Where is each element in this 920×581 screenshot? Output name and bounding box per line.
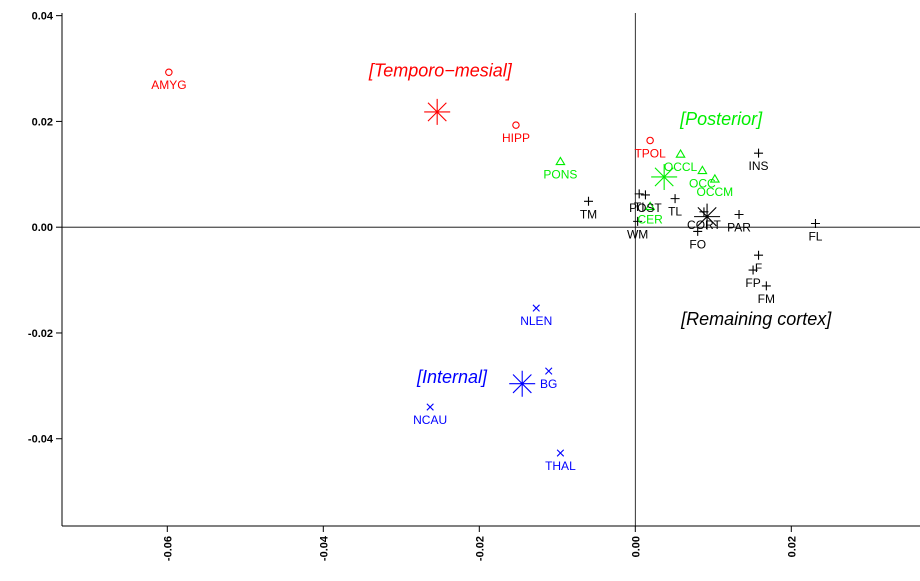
point-label: FM <box>758 292 775 306</box>
point-label: TPOL <box>634 146 666 160</box>
point-label: TM <box>580 207 597 221</box>
group-label: [Remaining cortex] <box>680 309 832 329</box>
group-centroid <box>509 370 536 397</box>
data-point <box>512 121 520 129</box>
data-point <box>633 216 643 226</box>
data-point <box>748 265 758 275</box>
data-point <box>584 196 593 206</box>
group-centroid <box>424 98 451 125</box>
data-point <box>693 226 703 236</box>
x-tick-label: -0.02 <box>474 536 486 561</box>
point-label: F <box>755 261 762 275</box>
x-tick-label: 0.00 <box>630 536 642 557</box>
point-label: HIPP <box>502 131 530 145</box>
point-label: OCCM <box>697 185 734 199</box>
axes-layer: 0.04 0.02 0.00 -0.02 -0.04 -0.06 -0.04 -0.02 0.0… <box>28 11 920 561</box>
x-tick-label: -0.06 <box>162 536 174 561</box>
point-label: OCCL <box>664 160 698 174</box>
data-point <box>734 209 744 219</box>
y-tick-label: 0.04 <box>32 11 54 23</box>
group-label: [Temporo−mesial] <box>368 60 513 80</box>
point-label: INS <box>749 159 769 173</box>
point-label: BG <box>540 377 557 391</box>
y-tick-label: -0.04 <box>28 434 54 446</box>
x-tick-label: 0.02 <box>786 536 798 557</box>
data-point <box>545 367 553 375</box>
y-tick-label: 0.00 <box>32 222 53 234</box>
point-label: AMYG <box>151 78 186 92</box>
point-label: NLEN <box>520 314 552 328</box>
point-label: TI <box>634 200 645 214</box>
group-centroid <box>694 203 721 230</box>
data-point <box>634 189 644 199</box>
point-label: WM <box>627 227 648 241</box>
data-point <box>675 148 686 158</box>
point-label: CORT <box>687 218 721 232</box>
marks-layer <box>165 68 820 457</box>
data-point <box>754 148 764 158</box>
point-label: PONS <box>543 168 577 182</box>
data-point <box>709 173 721 183</box>
point-label: THAL <box>545 459 576 473</box>
point-label: FP <box>745 276 760 290</box>
group-centroid <box>651 163 678 190</box>
point-label: FL <box>808 229 822 243</box>
data-point <box>165 68 173 76</box>
y-tick-label: -0.02 <box>28 328 53 340</box>
data-point <box>426 403 434 411</box>
data-point <box>761 281 771 291</box>
data-point <box>754 250 764 260</box>
data-point <box>697 165 708 175</box>
data-point <box>646 136 654 145</box>
x-tick-label: -0.04 <box>318 535 330 561</box>
point-label: CER <box>637 213 663 227</box>
y-tick-label: 0.02 <box>32 116 53 128</box>
data-point <box>640 190 650 200</box>
point-label: TL <box>668 205 682 219</box>
point-label: POST <box>629 201 662 215</box>
group-label: [Internal] <box>416 367 488 387</box>
data-point <box>555 156 566 166</box>
data-point <box>556 449 565 457</box>
point-label: NCAU <box>413 413 447 427</box>
point-label: FO <box>689 237 706 251</box>
data-point <box>670 194 680 204</box>
point-label: OCC <box>689 177 716 191</box>
point-label: PAR <box>727 220 751 234</box>
group-label: [Posterior] <box>679 109 763 129</box>
labels-layer: AMYG HIPP TPOL [Temporo−mesial] PONS OCCL OCCO… <box>151 60 832 473</box>
data-point <box>644 201 656 211</box>
data-point <box>810 218 820 228</box>
data-point <box>532 304 540 312</box>
